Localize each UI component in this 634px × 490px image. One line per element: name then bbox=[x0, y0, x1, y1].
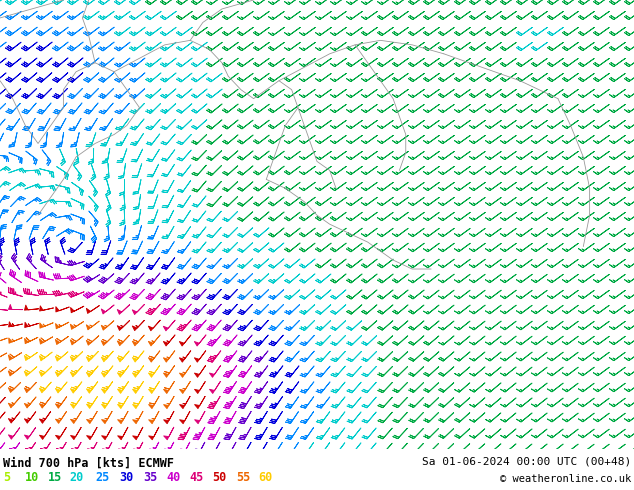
Text: 60: 60 bbox=[258, 471, 272, 484]
Text: 30: 30 bbox=[119, 471, 133, 484]
Text: 15: 15 bbox=[48, 471, 61, 484]
Text: Wind 700 hPa [kts] ECMWF: Wind 700 hPa [kts] ECMWF bbox=[3, 457, 174, 470]
Text: 25: 25 bbox=[95, 471, 109, 484]
Text: Sa 01-06-2024 00:00 UTC (00+48): Sa 01-06-2024 00:00 UTC (00+48) bbox=[422, 457, 631, 466]
Text: 5: 5 bbox=[3, 471, 10, 484]
Text: 45: 45 bbox=[189, 471, 203, 484]
Text: 20: 20 bbox=[70, 471, 84, 484]
Text: 40: 40 bbox=[166, 471, 180, 484]
Text: 55: 55 bbox=[236, 471, 250, 484]
Text: 35: 35 bbox=[143, 471, 157, 484]
Text: 10: 10 bbox=[25, 471, 39, 484]
Text: 50: 50 bbox=[212, 471, 226, 484]
Text: © weatheronline.co.uk: © weatheronline.co.uk bbox=[500, 474, 631, 484]
